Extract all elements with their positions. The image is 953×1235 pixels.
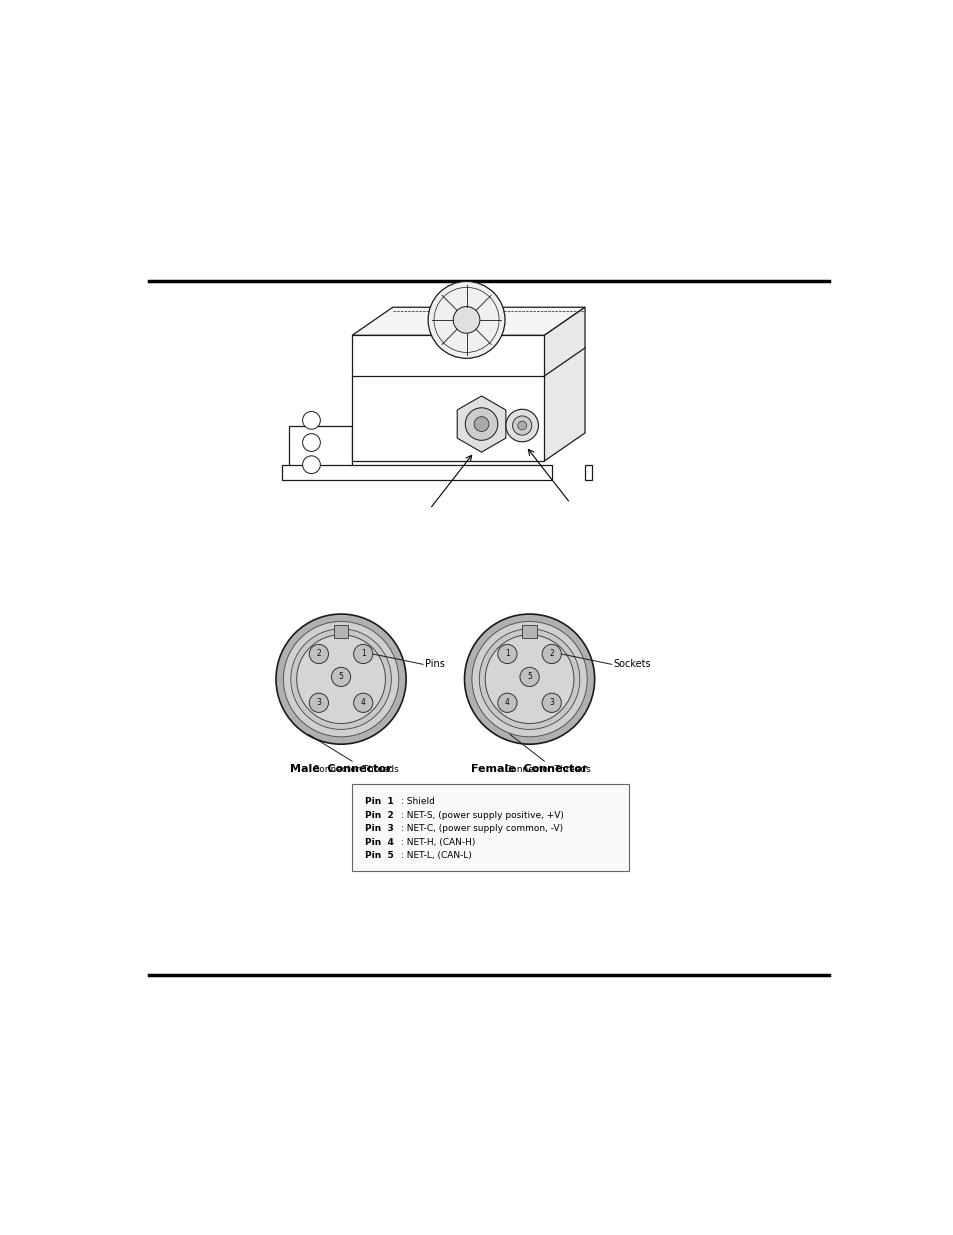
Circle shape [505, 409, 537, 442]
Text: 1: 1 [504, 650, 509, 658]
Circle shape [485, 635, 574, 724]
Text: Pin  5: Pin 5 [365, 851, 394, 861]
Text: 1: 1 [360, 650, 365, 658]
Bar [352, 784, 629, 872]
Circle shape [541, 645, 560, 663]
Circle shape [354, 645, 373, 663]
Text: Pin  4: Pin 4 [365, 837, 394, 847]
Circle shape [296, 635, 385, 724]
Circle shape [474, 416, 488, 431]
Text: Pin  1: Pin 1 [365, 798, 394, 806]
Circle shape [302, 411, 320, 430]
Circle shape [512, 416, 531, 435]
Circle shape [453, 306, 479, 333]
Polygon shape [544, 308, 584, 461]
Text: 4: 4 [360, 698, 365, 708]
Circle shape [302, 456, 320, 473]
Circle shape [331, 667, 351, 687]
Text: Connector Threads: Connector Threads [313, 764, 398, 774]
Text: 5: 5 [527, 672, 532, 682]
Text: 4: 4 [504, 698, 509, 708]
Text: : NET-S, (power supply positive, +V): : NET-S, (power supply positive, +V) [400, 811, 563, 820]
Text: Female  Connector: Female Connector [471, 764, 587, 774]
Text: 2: 2 [549, 650, 554, 658]
Text: 3: 3 [316, 698, 321, 708]
Circle shape [497, 693, 517, 713]
Polygon shape [352, 308, 584, 336]
Polygon shape [584, 466, 592, 480]
Text: : Shield: : Shield [400, 798, 435, 806]
Polygon shape [281, 466, 551, 480]
Circle shape [302, 433, 320, 452]
Circle shape [309, 693, 328, 713]
Polygon shape [456, 396, 505, 452]
Text: Pins: Pins [424, 659, 444, 669]
Bar [334, 625, 348, 638]
Text: Connector Threads: Connector Threads [505, 764, 590, 774]
Text: Pin  2: Pin 2 [365, 811, 394, 820]
Circle shape [464, 614, 594, 745]
Text: : NET-H, (CAN-H): : NET-H, (CAN-H) [400, 837, 475, 847]
Text: 3: 3 [549, 698, 554, 708]
Text: Sockets: Sockets [613, 659, 650, 669]
Circle shape [291, 629, 391, 730]
Circle shape [517, 421, 526, 430]
Circle shape [283, 621, 398, 737]
Circle shape [309, 645, 328, 663]
Circle shape [275, 614, 406, 745]
Text: : NET-L, (CAN-L): : NET-L, (CAN-L) [400, 851, 472, 861]
Bar [521, 625, 537, 638]
Circle shape [541, 693, 560, 713]
Circle shape [428, 282, 504, 358]
Text: : NET-C, (power supply common, -V): : NET-C, (power supply common, -V) [400, 824, 562, 834]
Circle shape [465, 408, 497, 441]
Circle shape [519, 667, 538, 687]
Text: 2: 2 [316, 650, 321, 658]
Polygon shape [289, 426, 352, 474]
Circle shape [354, 693, 373, 713]
Circle shape [478, 629, 579, 730]
Polygon shape [352, 336, 544, 461]
Circle shape [497, 645, 517, 663]
Text: Male  Connector: Male Connector [290, 764, 392, 774]
Text: Pin  3: Pin 3 [365, 824, 394, 834]
Text: 5: 5 [338, 672, 343, 682]
Circle shape [472, 621, 587, 737]
